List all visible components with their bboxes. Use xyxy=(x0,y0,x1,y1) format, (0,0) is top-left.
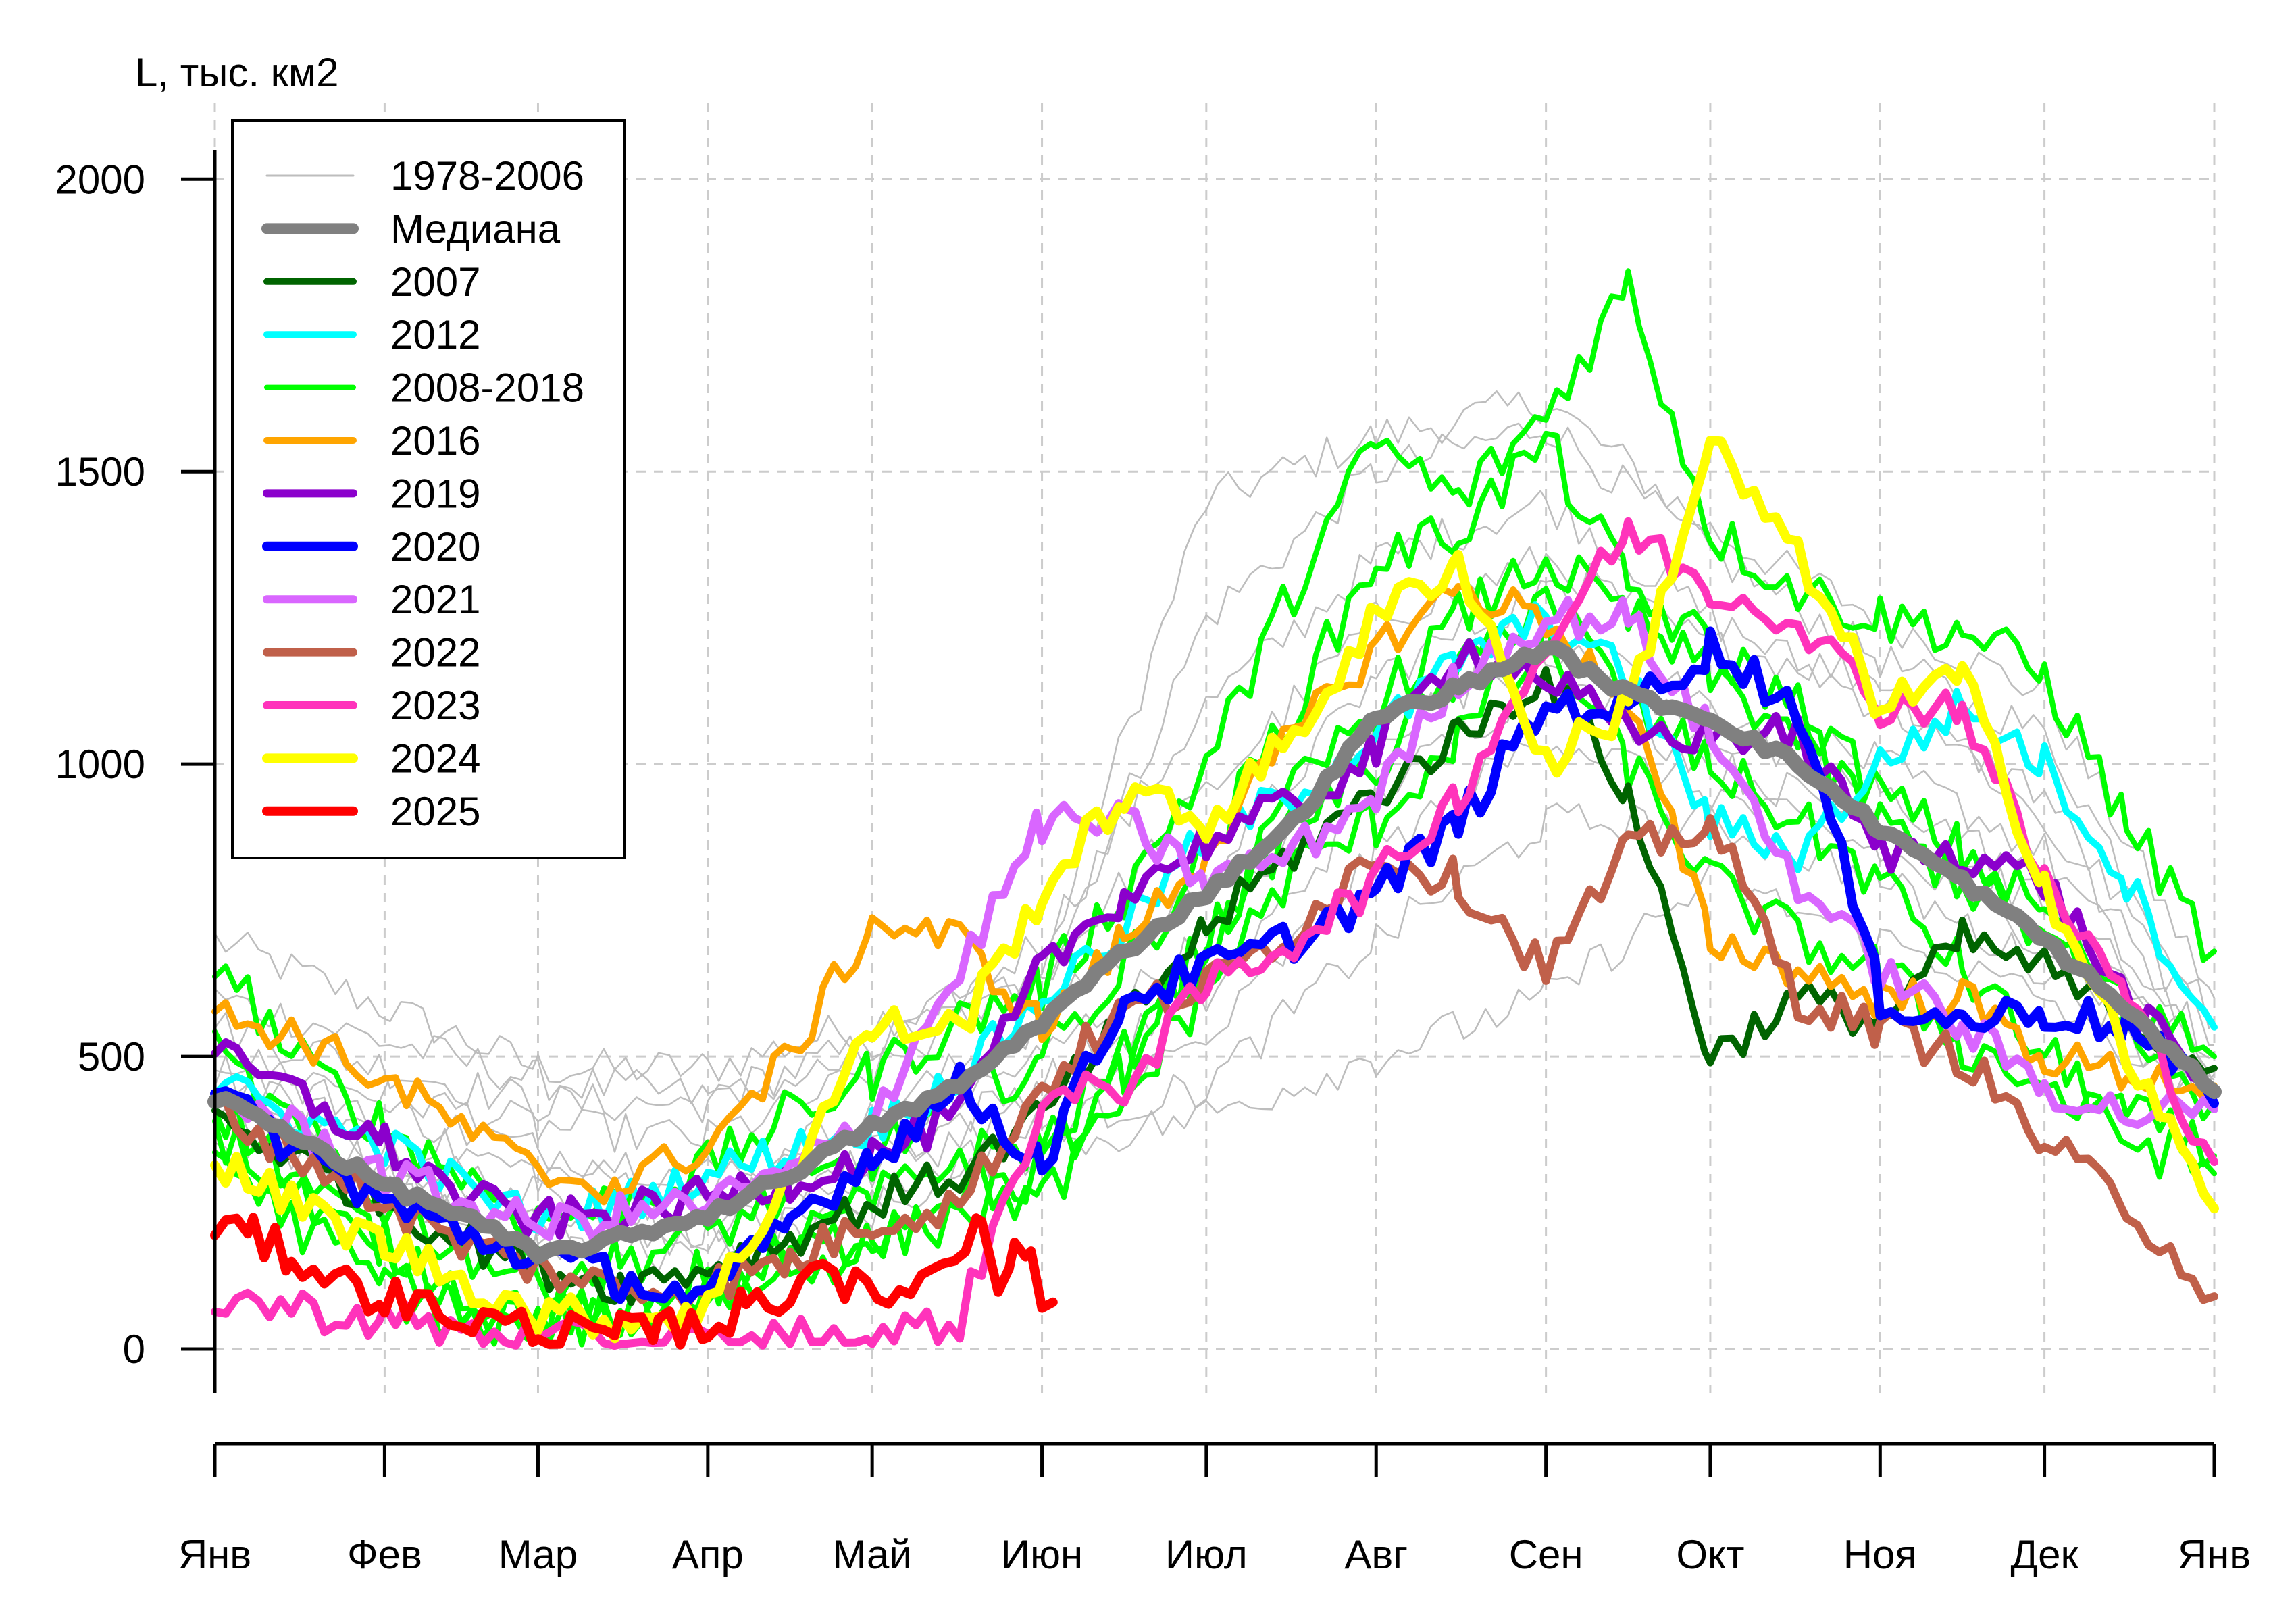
y-axis-label: L, тыс. км2 xyxy=(135,50,339,95)
x-tick-label-3: Апр xyxy=(672,1532,744,1577)
y-tick-label-0: 0 xyxy=(123,1327,145,1372)
legend-label-2023: 2023 xyxy=(390,683,480,728)
x-ticks: Янв Фев Мар Апр Май Июн Июл Авг Сен Окт Ноя Дек Янв xyxy=(178,1444,2251,1577)
x-tick-label-2: Мар xyxy=(499,1532,578,1577)
series-line-2023 xyxy=(211,517,2218,1350)
series-line-2025 xyxy=(210,1213,1058,1350)
x-tick-label-11: Дек xyxy=(2010,1532,2078,1577)
x-tick-label-9: Окт xyxy=(1676,1532,1744,1577)
x-tick-label-1: Фев xyxy=(347,1532,422,1577)
x-tick-label-4: Май xyxy=(832,1532,912,1577)
x-tick-label-8: Сен xyxy=(1509,1532,1583,1577)
legend-label-2020: 2020 xyxy=(390,524,480,569)
x-tick-label-5: Июн xyxy=(1001,1532,1083,1577)
x-tick-label-12: Янв xyxy=(2178,1532,2251,1577)
series-line-2021 xyxy=(211,596,2218,1242)
legend-box xyxy=(231,119,626,859)
legend-label-1978-2006: 1978-2006 xyxy=(390,153,584,199)
legend-label-2022: 2022 xyxy=(390,630,480,675)
y-tick-label-3: 1500 xyxy=(55,449,145,494)
x-tick-label-6: Июл xyxy=(1165,1532,1248,1577)
legend-label-2025: 2025 xyxy=(390,789,480,834)
x-tick-label-0: Янв xyxy=(178,1532,251,1577)
y-ticks: 0 500 1000 1500 2000 xyxy=(55,157,215,1372)
legend: 1978-2006 Медиана 2007 2012 2008-2018 2016 201… xyxy=(231,119,626,859)
line-1978-2006-1 xyxy=(214,422,2215,1105)
y-tick-label-1: 500 xyxy=(78,1034,145,1079)
legend-label-2016: 2016 xyxy=(390,418,480,463)
y-tick-label-4: 2000 xyxy=(55,157,145,202)
series-line-2024 xyxy=(210,436,2219,1344)
x-tick-label-7: Авг xyxy=(1344,1532,1408,1577)
x-tick-label-10: Ноя xyxy=(1843,1532,1917,1577)
legend-label-2007: 2007 xyxy=(390,259,480,305)
y-tick-label-2: 1000 xyxy=(55,742,145,787)
series-line-median xyxy=(207,640,2222,1265)
legend-label-2021: 2021 xyxy=(390,577,480,622)
legend-label-2008-2018: 2008-2018 xyxy=(390,365,584,411)
legend-label-median: Медиана xyxy=(390,206,561,251)
legend-label-2012: 2012 xyxy=(390,312,480,357)
series-lines xyxy=(207,268,2222,1350)
line-1978-2006-3 xyxy=(214,546,2215,1153)
legend-label-2019: 2019 xyxy=(390,471,480,516)
legend-label-2024: 2024 xyxy=(390,736,480,781)
